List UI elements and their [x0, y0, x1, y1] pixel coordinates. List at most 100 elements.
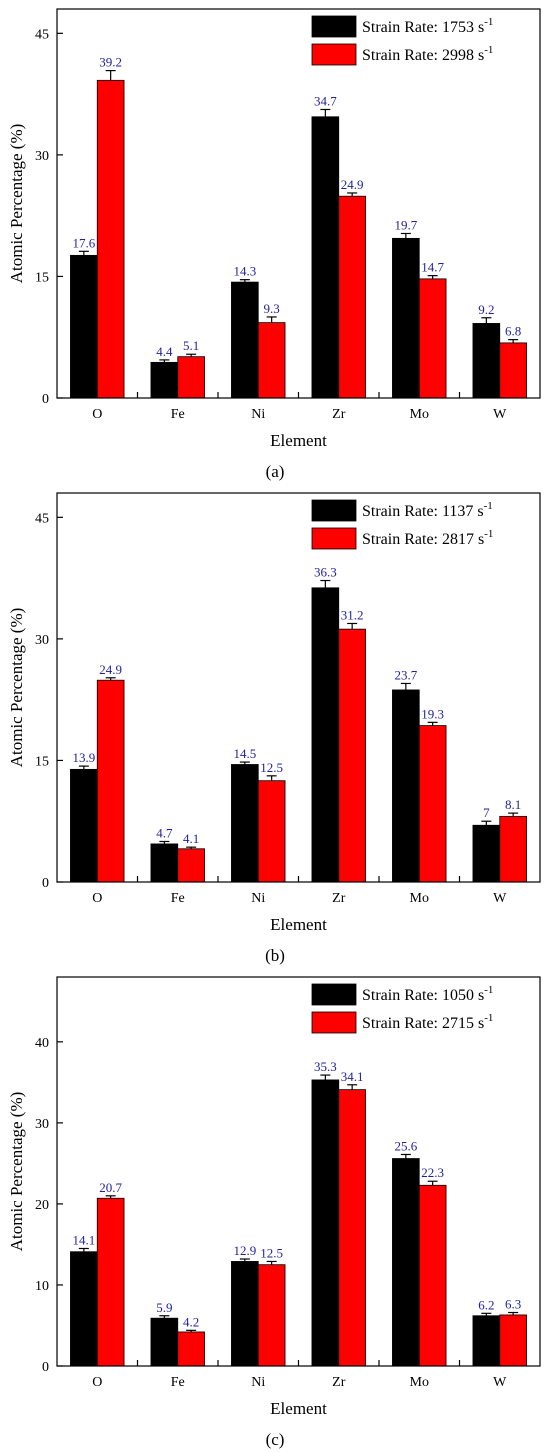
data-label: 6.3	[505, 1297, 521, 1312]
bar	[177, 1331, 205, 1367]
data-label: 13.9	[72, 750, 95, 765]
legend-swatch	[311, 499, 357, 522]
bar	[311, 1079, 340, 1367]
bar	[338, 1089, 366, 1367]
bar	[70, 768, 98, 883]
bar	[231, 281, 259, 399]
data-label: 4.4	[156, 344, 173, 359]
bar	[418, 1184, 447, 1367]
legend-swatch	[311, 43, 357, 66]
x-tick-label: W	[493, 891, 507, 906]
data-label: 24.9	[341, 177, 364, 192]
chart-panel-c: 14.1 5.9 12.9 35.3 25.6 6.2 20.7 4.2 12.5 34.1 22.…	[7, 976, 541, 1449]
data-label: 14.1	[72, 1232, 95, 1247]
bar	[472, 1315, 501, 1367]
legend-swatch	[311, 983, 357, 1006]
data-label: 6.2	[478, 1297, 494, 1312]
y-tick-label: 20	[35, 1198, 49, 1213]
bar	[231, 1261, 259, 1367]
legend-label: Strain Rate: 1753 s-1	[362, 16, 493, 36]
x-axis-title: Element	[270, 915, 327, 934]
bar	[418, 278, 447, 399]
bar	[338, 195, 366, 399]
bar	[257, 322, 286, 399]
x-tick-label: W	[493, 407, 507, 422]
legend-label-superscript: -1	[484, 16, 493, 28]
bar	[150, 361, 179, 399]
legend-label: Strain Rate: 2998 s-1	[362, 44, 493, 64]
bar	[96, 1197, 125, 1367]
data-label: 8.1	[505, 797, 521, 812]
legend-label: Strain Rate: 2715 s-1	[362, 1012, 493, 1032]
legend-label-text: Strain Rate: 2817 s	[362, 531, 484, 548]
legend-label-superscript: -1	[484, 44, 493, 56]
x-tick-label: Zr	[332, 1375, 346, 1390]
data-label: 23.7	[394, 667, 417, 682]
bar	[392, 1158, 420, 1367]
y-tick-label: 30	[35, 1117, 49, 1132]
panel-label: (c)	[266, 1430, 285, 1449]
chart-panel-a: 17.6 4.4 14.3 34.7 19.7 9.2 39.2 5.1 9.3 24.9 14.7…	[7, 8, 541, 481]
plot-frame	[56, 8, 541, 399]
bar	[177, 356, 205, 399]
data-label: 7	[483, 805, 490, 820]
data-label: 20.7	[99, 1180, 122, 1195]
x-tick-label: Ni	[251, 407, 265, 422]
x-tick-label: Ni	[251, 891, 265, 906]
bar	[70, 254, 98, 399]
y-tick-label: 0	[42, 1360, 49, 1375]
chart-panel-b: 13.9 4.7 14.5 36.3 23.7 7 24.9 4.1 12.5 31.2 19.3 8…	[7, 492, 541, 965]
data-label: 22.3	[421, 1165, 444, 1180]
data-label: 5.1	[183, 338, 199, 353]
bar	[96, 79, 125, 399]
bar	[150, 1317, 179, 1367]
legend-label-text: Strain Rate: 1753 s	[362, 19, 484, 36]
data-label: 14.3	[233, 264, 256, 279]
legend-label-text: Strain Rate: 1137 s	[362, 503, 484, 520]
x-tick-label: O	[92, 407, 102, 422]
data-label: 4.7	[156, 825, 173, 840]
plot-frame	[56, 492, 541, 883]
plot-frame	[56, 976, 541, 1367]
bar	[338, 628, 366, 883]
bar	[311, 116, 340, 399]
legend-label-text: Strain Rate: 2998 s	[362, 47, 484, 64]
data-label: 31.2	[341, 607, 364, 622]
legend-swatch	[311, 527, 357, 550]
bar	[418, 725, 447, 883]
data-label: 19.3	[421, 706, 444, 721]
y-axis-title: Atomic Percentage (%)	[7, 608, 26, 768]
x-tick-label: Fe	[171, 891, 185, 906]
legend-label-text: Strain Rate: 1050 s	[362, 987, 484, 1004]
data-label: 14.7	[421, 260, 444, 275]
y-tick-label: 10	[35, 1279, 49, 1294]
data-label: 4.1	[183, 831, 199, 846]
data-label: 34.1	[341, 1069, 364, 1084]
x-tick-label: Mo	[410, 407, 429, 422]
bar	[472, 824, 501, 883]
bar	[70, 1251, 98, 1367]
legend-swatch	[311, 1011, 357, 1034]
y-tick-label: 45	[35, 511, 49, 526]
y-tick-label: 0	[42, 392, 49, 407]
bar	[472, 323, 501, 399]
x-tick-label: Zr	[332, 891, 346, 906]
data-label: 5.9	[156, 1300, 172, 1315]
bar	[499, 342, 527, 399]
panel-label: (b)	[265, 946, 285, 965]
legend-label-text: Strain Rate: 2715 s	[362, 1015, 484, 1032]
data-label: 14.5	[233, 746, 256, 761]
legend-label-superscript: -1	[484, 500, 493, 512]
bar	[499, 815, 527, 883]
x-tick-label: W	[493, 1375, 507, 1390]
legend-label: Strain Rate: 1137 s-1	[362, 500, 493, 520]
bar	[150, 843, 179, 883]
y-tick-label: 0	[42, 876, 49, 891]
bar	[257, 780, 286, 883]
data-label: 9.2	[478, 302, 494, 317]
data-label: 35.3	[314, 1059, 337, 1074]
x-tick-label: O	[92, 891, 102, 906]
